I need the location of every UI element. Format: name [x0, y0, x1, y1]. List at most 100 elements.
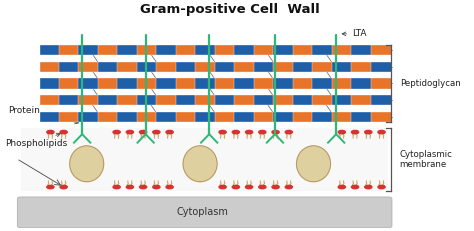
Bar: [351, 45, 373, 55]
Bar: [312, 79, 334, 88]
Circle shape: [259, 131, 266, 134]
Bar: [371, 61, 392, 72]
Text: Protein: Protein: [8, 106, 79, 124]
Bar: [332, 45, 354, 55]
Circle shape: [139, 185, 147, 189]
Bar: [137, 61, 159, 72]
Circle shape: [113, 185, 120, 189]
Bar: [79, 79, 100, 88]
Bar: [332, 112, 354, 122]
Bar: [195, 112, 217, 122]
Bar: [254, 79, 275, 88]
Ellipse shape: [70, 146, 104, 182]
Bar: [137, 79, 159, 88]
Bar: [79, 95, 100, 106]
Bar: [351, 95, 373, 106]
Bar: [293, 112, 315, 122]
Circle shape: [351, 131, 359, 134]
Bar: [59, 112, 81, 122]
Text: Peptidoglycan: Peptidoglycan: [400, 79, 460, 88]
Circle shape: [153, 185, 160, 189]
Bar: [176, 95, 198, 106]
Bar: [215, 79, 237, 88]
Bar: [118, 95, 139, 106]
Circle shape: [113, 131, 120, 134]
Bar: [156, 95, 178, 106]
Text: LTA: LTA: [342, 29, 366, 38]
Circle shape: [365, 185, 372, 189]
Bar: [195, 79, 217, 88]
Bar: [254, 112, 275, 122]
Circle shape: [166, 185, 173, 189]
Bar: [234, 112, 256, 122]
Bar: [254, 95, 275, 106]
Bar: [351, 79, 373, 88]
Bar: [254, 45, 275, 55]
Bar: [39, 112, 61, 122]
Bar: [98, 79, 120, 88]
Bar: [79, 61, 100, 72]
Bar: [293, 79, 315, 88]
Circle shape: [338, 131, 346, 134]
Circle shape: [126, 185, 134, 189]
Bar: [332, 79, 354, 88]
Circle shape: [272, 185, 279, 189]
Bar: [156, 45, 178, 55]
Bar: [312, 45, 334, 55]
Bar: [59, 45, 81, 55]
Circle shape: [272, 131, 279, 134]
Bar: [176, 112, 198, 122]
Bar: [215, 45, 237, 55]
Bar: [39, 79, 61, 88]
Title: Gram-positive Cell  Wall: Gram-positive Cell Wall: [140, 3, 319, 16]
Bar: [156, 79, 178, 88]
Bar: [215, 95, 237, 106]
Circle shape: [338, 185, 346, 189]
Bar: [118, 61, 139, 72]
Bar: [39, 45, 61, 55]
Circle shape: [285, 185, 292, 189]
Bar: [312, 112, 334, 122]
Bar: [176, 61, 198, 72]
Circle shape: [378, 185, 385, 189]
Circle shape: [139, 131, 147, 134]
Bar: [176, 79, 198, 88]
Bar: [293, 95, 315, 106]
Circle shape: [232, 185, 239, 189]
Bar: [137, 95, 159, 106]
Text: Cytoplasm: Cytoplasm: [176, 207, 228, 217]
Bar: [293, 45, 315, 55]
Bar: [234, 95, 256, 106]
Bar: [156, 112, 178, 122]
Bar: [234, 61, 256, 72]
Circle shape: [153, 131, 160, 134]
Bar: [156, 61, 178, 72]
Ellipse shape: [183, 146, 217, 182]
Bar: [273, 112, 295, 122]
Bar: [176, 45, 198, 55]
Bar: [118, 79, 139, 88]
Bar: [293, 61, 315, 72]
Circle shape: [219, 131, 226, 134]
Bar: [195, 61, 217, 72]
Bar: [59, 79, 81, 88]
Bar: [215, 112, 237, 122]
Bar: [98, 112, 120, 122]
Circle shape: [126, 131, 134, 134]
Bar: [371, 112, 392, 122]
Bar: [371, 45, 392, 55]
Circle shape: [219, 185, 226, 189]
Bar: [351, 112, 373, 122]
Bar: [137, 112, 159, 122]
Text: Phospholipids: Phospholipids: [5, 133, 67, 148]
Bar: [273, 45, 295, 55]
Circle shape: [365, 131, 372, 134]
Circle shape: [60, 185, 67, 189]
Bar: [351, 61, 373, 72]
Bar: [98, 45, 120, 55]
Circle shape: [60, 131, 67, 134]
Bar: [273, 95, 295, 106]
Bar: [137, 45, 159, 55]
Bar: [98, 61, 120, 72]
Bar: [39, 95, 61, 106]
